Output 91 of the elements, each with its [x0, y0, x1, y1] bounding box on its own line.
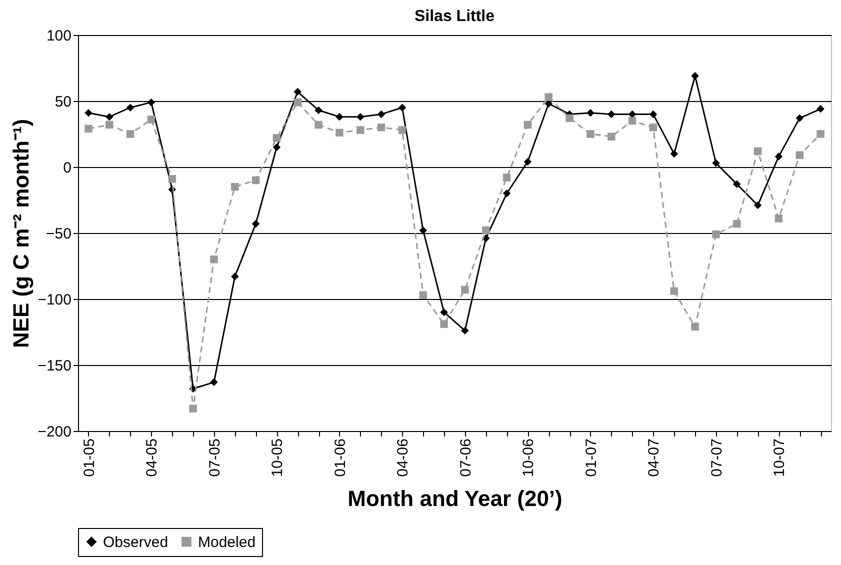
point — [628, 116, 636, 125]
point — [314, 106, 322, 114]
point — [336, 112, 344, 121]
point — [314, 120, 322, 129]
y-axis-title: NEE (g C m⁻² month⁻¹) — [8, 118, 34, 348]
point — [294, 88, 302, 96]
point — [649, 110, 658, 118]
point — [461, 326, 469, 335]
point — [544, 100, 552, 108]
point — [796, 114, 804, 122]
x-tick-label: 10-05 — [269, 438, 286, 477]
point — [440, 320, 448, 328]
point — [272, 143, 281, 152]
point — [774, 152, 783, 160]
point — [670, 287, 678, 295]
point — [336, 128, 344, 137]
point — [126, 104, 134, 112]
point — [398, 104, 406, 112]
point — [106, 112, 114, 121]
point — [147, 98, 156, 106]
point — [356, 126, 364, 134]
x-axis-title: Month and Year (20’) — [348, 486, 562, 511]
point — [733, 180, 741, 188]
point — [733, 220, 741, 228]
point — [272, 134, 281, 142]
point — [398, 126, 406, 134]
y-tick-label: −100 — [38, 292, 72, 308]
x-tick-label: 04-07 — [646, 438, 663, 477]
point — [754, 147, 762, 156]
point — [252, 176, 260, 184]
chart-title: Silas Little — [414, 8, 495, 25]
point — [440, 308, 448, 316]
point — [691, 322, 699, 331]
point — [691, 72, 699, 80]
point — [774, 214, 783, 222]
point — [566, 114, 574, 122]
point — [712, 230, 720, 238]
point — [356, 112, 364, 121]
y-tick-label: −200 — [38, 424, 72, 440]
point — [816, 105, 824, 113]
y-tick-label: −50 — [46, 226, 72, 242]
y-tick-label: 100 — [46, 28, 72, 44]
point — [210, 378, 218, 386]
x-tick-label: 01-05 — [80, 438, 98, 477]
point — [461, 286, 469, 294]
point — [147, 116, 156, 124]
point — [482, 226, 490, 234]
x-tick-label: 07-07 — [708, 438, 726, 477]
point — [377, 124, 386, 132]
point — [106, 120, 114, 129]
x-tick-label: 10-06 — [520, 438, 538, 477]
point — [649, 124, 658, 132]
point — [210, 256, 218, 264]
point — [586, 130, 594, 138]
point — [168, 175, 176, 183]
point — [294, 98, 302, 106]
point — [377, 110, 386, 118]
point — [586, 109, 594, 117]
point — [502, 174, 511, 182]
x-tick-label: 01-06 — [332, 438, 349, 477]
y-tick-label: −150 — [38, 358, 72, 374]
point — [84, 124, 92, 133]
x-tick-label: 01-07 — [582, 438, 600, 477]
legend-label: Observed — [103, 534, 168, 551]
point — [712, 159, 720, 167]
point — [502, 190, 511, 198]
point — [608, 110, 616, 118]
point — [608, 132, 616, 141]
x-tick-label: 07-05 — [206, 438, 224, 477]
x-tick-label: 07-06 — [457, 438, 474, 477]
point — [796, 151, 804, 159]
point — [524, 120, 532, 129]
point — [189, 404, 197, 412]
y-tick-label: 50 — [54, 94, 72, 110]
point — [544, 93, 552, 101]
y-tick-label: 0 — [63, 160, 72, 176]
x-tick-label: 04-06 — [394, 438, 412, 477]
point — [252, 220, 260, 228]
point — [419, 226, 427, 234]
point — [126, 130, 134, 138]
x-tick-label: 10-07 — [771, 438, 788, 477]
point — [816, 130, 824, 138]
point — [754, 201, 762, 210]
point — [524, 158, 532, 166]
point — [84, 109, 92, 117]
point — [231, 182, 239, 191]
point — [419, 291, 427, 299]
legend-label: Modeled — [198, 534, 256, 551]
x-tick-label: 04-05 — [144, 438, 161, 477]
point — [231, 272, 239, 280]
point — [670, 150, 678, 158]
